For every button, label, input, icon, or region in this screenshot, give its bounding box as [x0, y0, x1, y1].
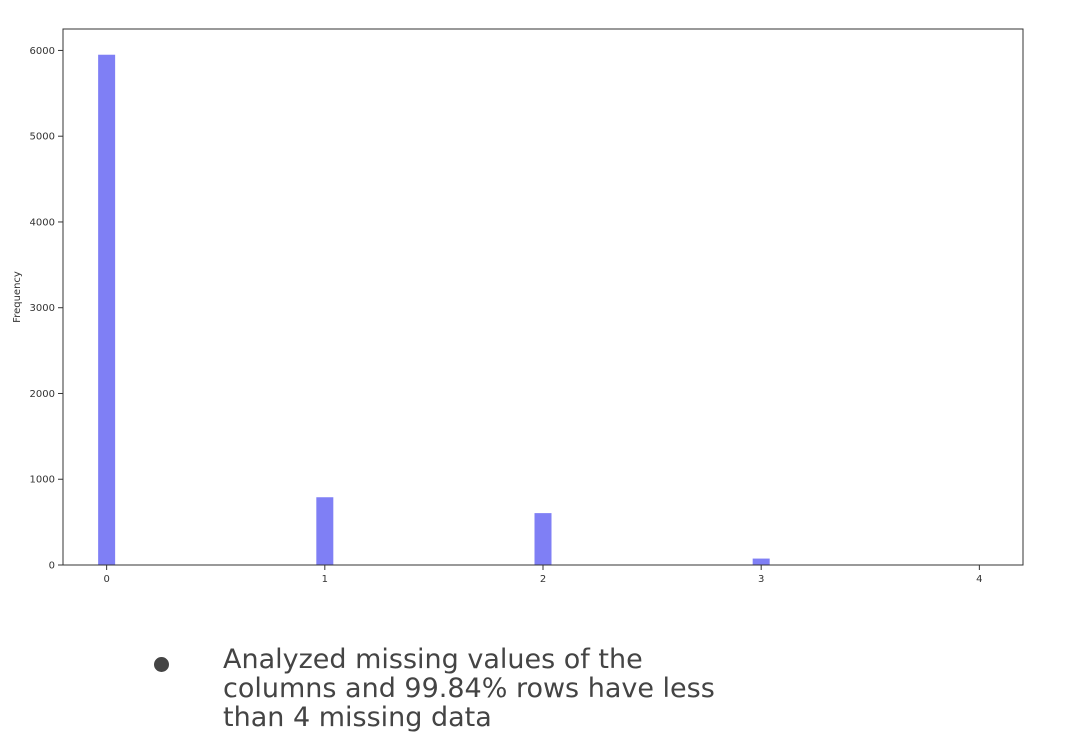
bar-0	[98, 54, 116, 566]
y-tick-label: 4000	[30, 217, 55, 228]
bar-3	[752, 558, 770, 565]
bullet-text: Analyzed missing values of the columns a…	[223, 644, 715, 733]
bar-1	[316, 497, 334, 565]
y-axis: 0 1000 2000 3000 4000 5000 6000	[30, 46, 63, 572]
y-tick-label: 6000	[30, 46, 55, 57]
bar-2	[534, 513, 552, 565]
plot-frame	[62, 28, 1024, 566]
y-axis-label: Frequency	[12, 271, 23, 323]
y-tick-label: 3000	[30, 303, 55, 314]
x-tick-label: 4	[976, 574, 982, 585]
x-tick-label: 1	[322, 574, 328, 585]
x-tick-label: 0	[103, 574, 109, 585]
histogram-chart: 0 1000 2000 3000 4000 5000 6000 0 1 2 3 4 Frequenc…	[12, 28, 1024, 585]
bullet-dot-icon	[154, 657, 169, 672]
x-tick-label: 3	[758, 574, 764, 585]
x-tick-label: 2	[540, 574, 546, 585]
y-tick-label: 2000	[30, 389, 55, 400]
y-tick-label: 1000	[30, 475, 55, 486]
y-tick-label: 0	[49, 561, 55, 572]
y-tick-label: 5000	[30, 132, 55, 143]
x-axis: 0 1 2 3 4	[103, 565, 983, 585]
bars-group	[98, 54, 770, 566]
